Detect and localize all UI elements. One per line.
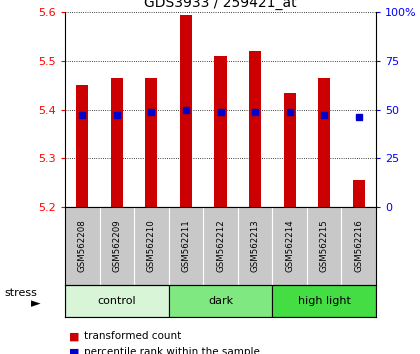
Bar — [76, 85, 89, 207]
Text: ■: ■ — [69, 347, 80, 354]
Bar — [65, 285, 169, 317]
Text: transformed count: transformed count — [84, 331, 181, 341]
Text: percentile rank within the sample: percentile rank within the sample — [84, 347, 260, 354]
Bar — [169, 285, 272, 317]
Text: GSM562214: GSM562214 — [285, 219, 294, 273]
Text: GSM562210: GSM562210 — [147, 219, 156, 273]
Text: GSM562213: GSM562213 — [251, 219, 260, 273]
Bar — [284, 93, 296, 207]
Text: dark: dark — [208, 296, 233, 306]
Bar — [353, 180, 365, 207]
Text: GSM562211: GSM562211 — [181, 219, 190, 273]
Text: GSM562216: GSM562216 — [354, 219, 363, 273]
Bar — [215, 56, 226, 207]
Text: GSM562212: GSM562212 — [216, 219, 225, 273]
Text: GSM562209: GSM562209 — [113, 220, 121, 272]
Bar — [272, 285, 376, 317]
Text: stress: stress — [4, 288, 37, 298]
Text: ►: ► — [31, 298, 40, 310]
Bar — [318, 78, 330, 207]
Bar — [145, 78, 158, 207]
Text: GSM562208: GSM562208 — [78, 219, 87, 273]
Title: GDS3933 / 259421_at: GDS3933 / 259421_at — [144, 0, 297, 10]
Text: ■: ■ — [69, 331, 80, 341]
Bar — [180, 15, 192, 207]
Bar — [249, 51, 261, 207]
Bar — [111, 78, 123, 207]
Text: GSM562215: GSM562215 — [320, 219, 328, 273]
Text: control: control — [97, 296, 136, 306]
Text: high light: high light — [298, 296, 351, 306]
